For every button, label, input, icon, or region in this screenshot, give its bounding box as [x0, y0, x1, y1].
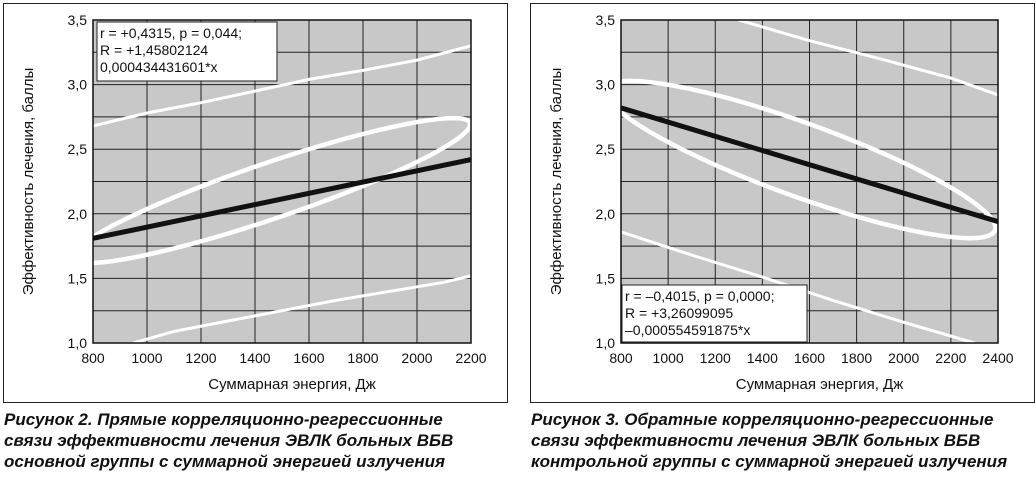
x-tick-label: 1000	[653, 350, 684, 366]
confidence-band-upper	[738, 20, 998, 97]
stats-annotation-line: r = +0,4315, p = 0,044;	[100, 25, 242, 41]
y-tick-label: 1,5	[596, 270, 616, 286]
stats-annotation-line: 0,000434431601*x	[100, 59, 218, 75]
y-tick-label: 3,0	[596, 77, 616, 93]
regression-line	[93, 157, 471, 241]
confidence-ellipse	[621, 78, 998, 241]
x-tick-label: 2200	[455, 350, 486, 366]
x-tick-label: 1600	[293, 350, 324, 366]
x-tick-label: 2400	[982, 350, 1013, 366]
y-tick-label: 3,5	[596, 12, 616, 28]
confidence-ellipse	[93, 115, 471, 266]
y-tick-label: 1,0	[596, 335, 616, 351]
y-axis-title: Эффективность лечения, баллы	[548, 68, 565, 295]
y-axis-title: Эффективность лечения, баллы	[20, 68, 37, 295]
chart-left: 800 1000 1200 1400 1600 1800 2000 2200 1,0 1,5 2,0…	[20, 12, 487, 393]
stats-annotation-line: R = +3,26099095	[625, 305, 733, 321]
x-tick-label: 1400	[747, 350, 778, 366]
caption-line: Рисунок 2. Прямые корреляционно-регресси…	[4, 410, 443, 429]
figure-caption-right: Рисунок 3. Обратные корреляционно-регрес…	[531, 409, 1036, 472]
x-tick-label: 1200	[185, 350, 216, 366]
plot-frame	[92, 19, 472, 344]
regression-line	[621, 105, 998, 224]
x-tick-label: 1600	[794, 350, 825, 366]
y-tick-label: 3,5	[68, 12, 88, 28]
x-tick-label: 1800	[347, 350, 378, 366]
y-tick-label: 2,0	[596, 206, 616, 222]
y-tick-label: 2,5	[68, 141, 88, 157]
y-tick-label: 2,5	[596, 141, 616, 157]
stats-annotation-box	[96, 21, 278, 82]
chart-right: 800 1000 1200 1400 1600 1800 2000 2200 2400 1,0 1,…	[548, 12, 1014, 393]
stats-annotation-box	[621, 284, 808, 343]
plot-series-group	[93, 44, 471, 343]
y-tick-label: 2,0	[68, 206, 88, 222]
x-tick-label: 800	[81, 350, 105, 366]
confidence-band-upper	[93, 44, 471, 128]
caption-line: Рисунок 3. Обратные корреляционно-регрес…	[531, 410, 994, 429]
x-tick-label: 1400	[239, 350, 270, 366]
plot-frame	[620, 19, 999, 344]
stats-annotation-line: R = +1,45802124	[100, 42, 208, 58]
x-tick-label: 2200	[935, 350, 966, 366]
x-tick-label: 1200	[700, 350, 731, 366]
caption-line: основной группы с суммарной энергией изл…	[4, 452, 446, 471]
x-tick-label: 1800	[841, 350, 872, 366]
x-tick-label: 800	[609, 350, 633, 366]
caption-line: связи эффективности лечения ЭВЛК больных…	[4, 431, 454, 450]
confidence-band-lower	[133, 274, 471, 343]
figure-caption-left: Рисунок 2. Прямые корреляционно-регресси…	[4, 409, 509, 472]
y-tick-label: 1,5	[68, 270, 88, 286]
x-tick-label: 1000	[131, 350, 162, 366]
caption-line: контрольной группы с суммарной энергией …	[531, 452, 1008, 471]
x-axis-title: Суммарная энергия, Дж	[736, 376, 904, 393]
stats-annotation-line: r = –0,4015, p = 0,0000;	[625, 288, 774, 304]
x-axis-title: Суммарная энергия, Дж	[208, 376, 376, 393]
stats-annotation-line: –0,000554591875*x	[625, 322, 750, 338]
y-tick-label: 1,0	[68, 335, 88, 351]
y-tick-label: 3,0	[68, 77, 88, 93]
x-tick-label: 2000	[888, 350, 919, 366]
x-tick-label: 2000	[401, 350, 432, 366]
caption-line: связи эффективности лечения ЭВЛК больных…	[531, 431, 981, 450]
